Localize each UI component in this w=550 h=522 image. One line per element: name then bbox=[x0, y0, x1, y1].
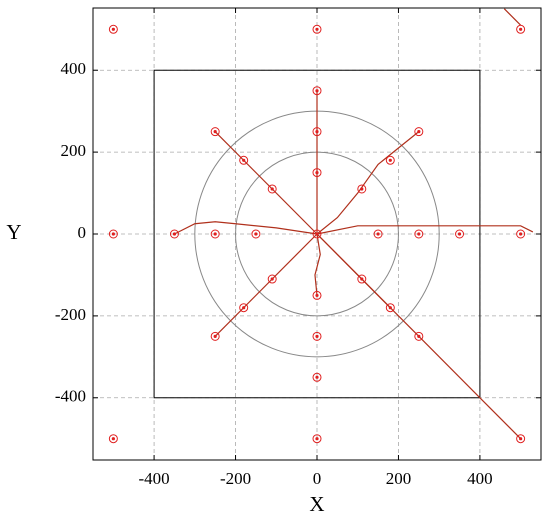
point bbox=[312, 168, 322, 178]
trajectory bbox=[214, 131, 318, 235]
trajectory bbox=[316, 225, 534, 235]
x-tick-label: 0 bbox=[313, 469, 322, 488]
y-tick-label: 0 bbox=[78, 223, 87, 242]
trajectory bbox=[314, 233, 321, 296]
point bbox=[312, 24, 322, 34]
point bbox=[385, 303, 395, 313]
y-tick-label: -200 bbox=[55, 305, 86, 324]
x-tick-label: 200 bbox=[386, 469, 412, 488]
x-tick-label: 400 bbox=[467, 469, 493, 488]
trajectory bbox=[503, 8, 522, 26]
point bbox=[385, 155, 395, 165]
point bbox=[312, 86, 322, 96]
point bbox=[239, 155, 249, 165]
point bbox=[169, 229, 179, 239]
point bbox=[455, 229, 465, 239]
trajectory bbox=[214, 233, 318, 337]
point bbox=[108, 24, 118, 34]
y-tick-label: -400 bbox=[55, 387, 86, 406]
point bbox=[414, 229, 424, 239]
y-tick-label: 200 bbox=[61, 141, 87, 160]
trajectory bbox=[316, 131, 420, 235]
point bbox=[312, 290, 322, 300]
point bbox=[251, 229, 261, 239]
point bbox=[312, 331, 322, 341]
point bbox=[267, 184, 277, 194]
trajectory bbox=[316, 233, 391, 309]
y-tick-label: 400 bbox=[61, 59, 87, 78]
point bbox=[239, 303, 249, 313]
point bbox=[267, 274, 277, 284]
point bbox=[210, 127, 220, 137]
point bbox=[312, 434, 322, 444]
point bbox=[516, 434, 526, 444]
x-tick-label: -200 bbox=[220, 469, 251, 488]
point bbox=[516, 229, 526, 239]
point bbox=[414, 331, 424, 341]
trajectory bbox=[174, 221, 318, 235]
point bbox=[357, 274, 367, 284]
y-axis-title: Y bbox=[6, 220, 21, 244]
point bbox=[108, 229, 118, 239]
point bbox=[210, 331, 220, 341]
point bbox=[312, 372, 322, 382]
plot-frame bbox=[92, 7, 542, 461]
x-tick-label: -400 bbox=[139, 469, 170, 488]
point bbox=[210, 229, 220, 239]
point bbox=[373, 229, 383, 239]
reference-square bbox=[153, 69, 481, 399]
point bbox=[414, 127, 424, 137]
point bbox=[312, 229, 322, 239]
point bbox=[516, 24, 526, 34]
point bbox=[108, 434, 118, 444]
point bbox=[357, 184, 367, 194]
point bbox=[312, 127, 322, 137]
x-axis-title: X bbox=[309, 492, 324, 516]
